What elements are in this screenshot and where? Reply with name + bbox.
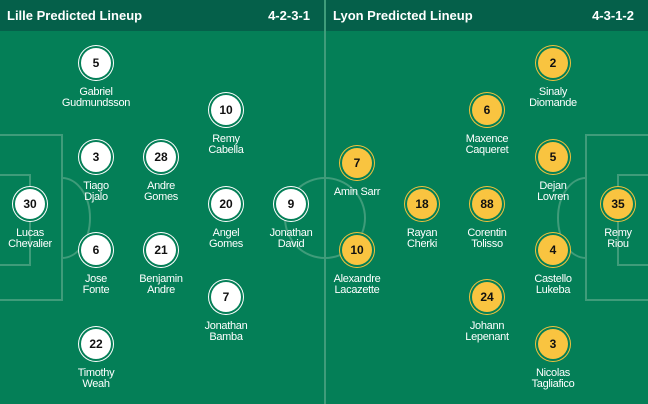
player-name: Tiago Djalo [83, 181, 109, 203]
player-name: Nicolas Tagliafico [531, 368, 575, 390]
jersey-number: 22 [81, 329, 111, 359]
player-name: Corentin Tolisso [467, 228, 507, 250]
player-name: Johann Lepenant [465, 321, 509, 343]
away-title: Lyon Predicted Lineup [333, 8, 473, 23]
jersey-number: 6 [81, 235, 111, 265]
player-name: Amin Sarr [333, 187, 381, 198]
jersey-number: 2 [538, 48, 568, 78]
jersey-number: 9 [276, 189, 306, 219]
player-name: Castello Lukeba [534, 274, 572, 296]
jersey-number: 5 [81, 48, 111, 78]
jersey-number: 30 [15, 189, 45, 219]
player-name: Jose Fonte [82, 274, 110, 296]
jersey-number: 3 [538, 329, 568, 359]
jersey-number: 88 [472, 189, 502, 219]
away-player[interactable]: 3 Nicolas Tagliafico [513, 329, 593, 390]
player-name: Alexandre Lacazette [333, 274, 381, 296]
home-player[interactable]: 10 Remy Cabella [186, 95, 266, 156]
home-player[interactable]: 20 Angel Gomes [186, 189, 266, 250]
home-player[interactable]: 3 Tiago Djalo [56, 142, 136, 203]
jersey-number: 7 [211, 282, 241, 312]
away-player[interactable]: 4 Castello Lukeba [513, 235, 593, 296]
jersey-number: 28 [146, 142, 176, 172]
jersey-number: 5 [538, 142, 568, 172]
jersey-number: 35 [603, 189, 633, 219]
home-player[interactable]: 30 Lucas Chevalier [0, 189, 70, 250]
away-player[interactable]: 24 Johann Lepenant [447, 282, 527, 343]
away-player[interactable]: 2 Sinaly Diomande [513, 48, 593, 109]
jersey-number: 18 [407, 189, 437, 219]
away-player[interactable]: 7 Amin Sarr [317, 148, 397, 198]
home-player[interactable]: 6 Jose Fonte [56, 235, 136, 296]
jersey-number: 6 [472, 95, 502, 125]
home-formation: 4-2-3-1 [268, 8, 310, 23]
jersey-number: 24 [472, 282, 502, 312]
home-header: Lille Predicted Lineup 4-2-3-1 [0, 0, 324, 31]
player-name: Gabriel Gudmundsson [61, 87, 131, 109]
player-name: Timothy Weah [77, 368, 115, 390]
away-header: Lyon Predicted Lineup 4-3-1-2 [326, 0, 648, 31]
away-player[interactable]: 6 Maxence Caqueret [447, 95, 527, 156]
player-name: Jonathan Bamba [204, 321, 248, 343]
away-formation: 4-3-1-2 [592, 8, 634, 23]
home-player[interactable]: 7 Jonathan Bamba [186, 282, 266, 343]
away-player[interactable]: 10 Alexandre Lacazette [317, 235, 397, 296]
jersey-number: 10 [211, 95, 241, 125]
player-name: Sinaly Diomande [529, 87, 577, 109]
player-name: Remy Cabella [208, 134, 244, 156]
home-player[interactable]: 9 Jonathan David [251, 189, 331, 250]
away-player[interactable]: 88 Corentin Tolisso [447, 189, 527, 250]
home-player[interactable]: 21 Benjamin Andre [121, 235, 201, 296]
home-player[interactable]: 5 Gabriel Gudmundsson [56, 48, 136, 109]
jersey-number: 20 [211, 189, 241, 219]
player-name: Benjamin Andre [139, 274, 183, 296]
jersey-number: 21 [146, 235, 176, 265]
home-title: Lille Predicted Lineup [7, 8, 143, 23]
player-name: Dejan Lovren [537, 181, 569, 203]
jersey-number: 10 [342, 235, 372, 265]
player-name: Remy Riou [604, 228, 632, 250]
away-player[interactable]: 5 Dejan Lovren [513, 142, 593, 203]
away-player[interactable]: 18 Rayan Cherki [382, 189, 462, 250]
player-name: Lucas Chevalier [8, 228, 52, 250]
player-name: Rayan Cherki [406, 228, 438, 250]
away-player[interactable]: 35 Remy Riou [578, 189, 648, 250]
jersey-number: 4 [538, 235, 568, 265]
player-name: Andre Gomes [144, 181, 178, 203]
player-name: Jonathan David [269, 228, 313, 250]
player-name: Maxence Caqueret [465, 134, 509, 156]
jersey-number: 7 [342, 148, 372, 178]
jersey-number: 3 [81, 142, 111, 172]
player-name: Angel Gomes [209, 228, 243, 250]
home-player[interactable]: 28 Andre Gomes [121, 142, 201, 203]
home-player[interactable]: 22 Timothy Weah [56, 329, 136, 390]
